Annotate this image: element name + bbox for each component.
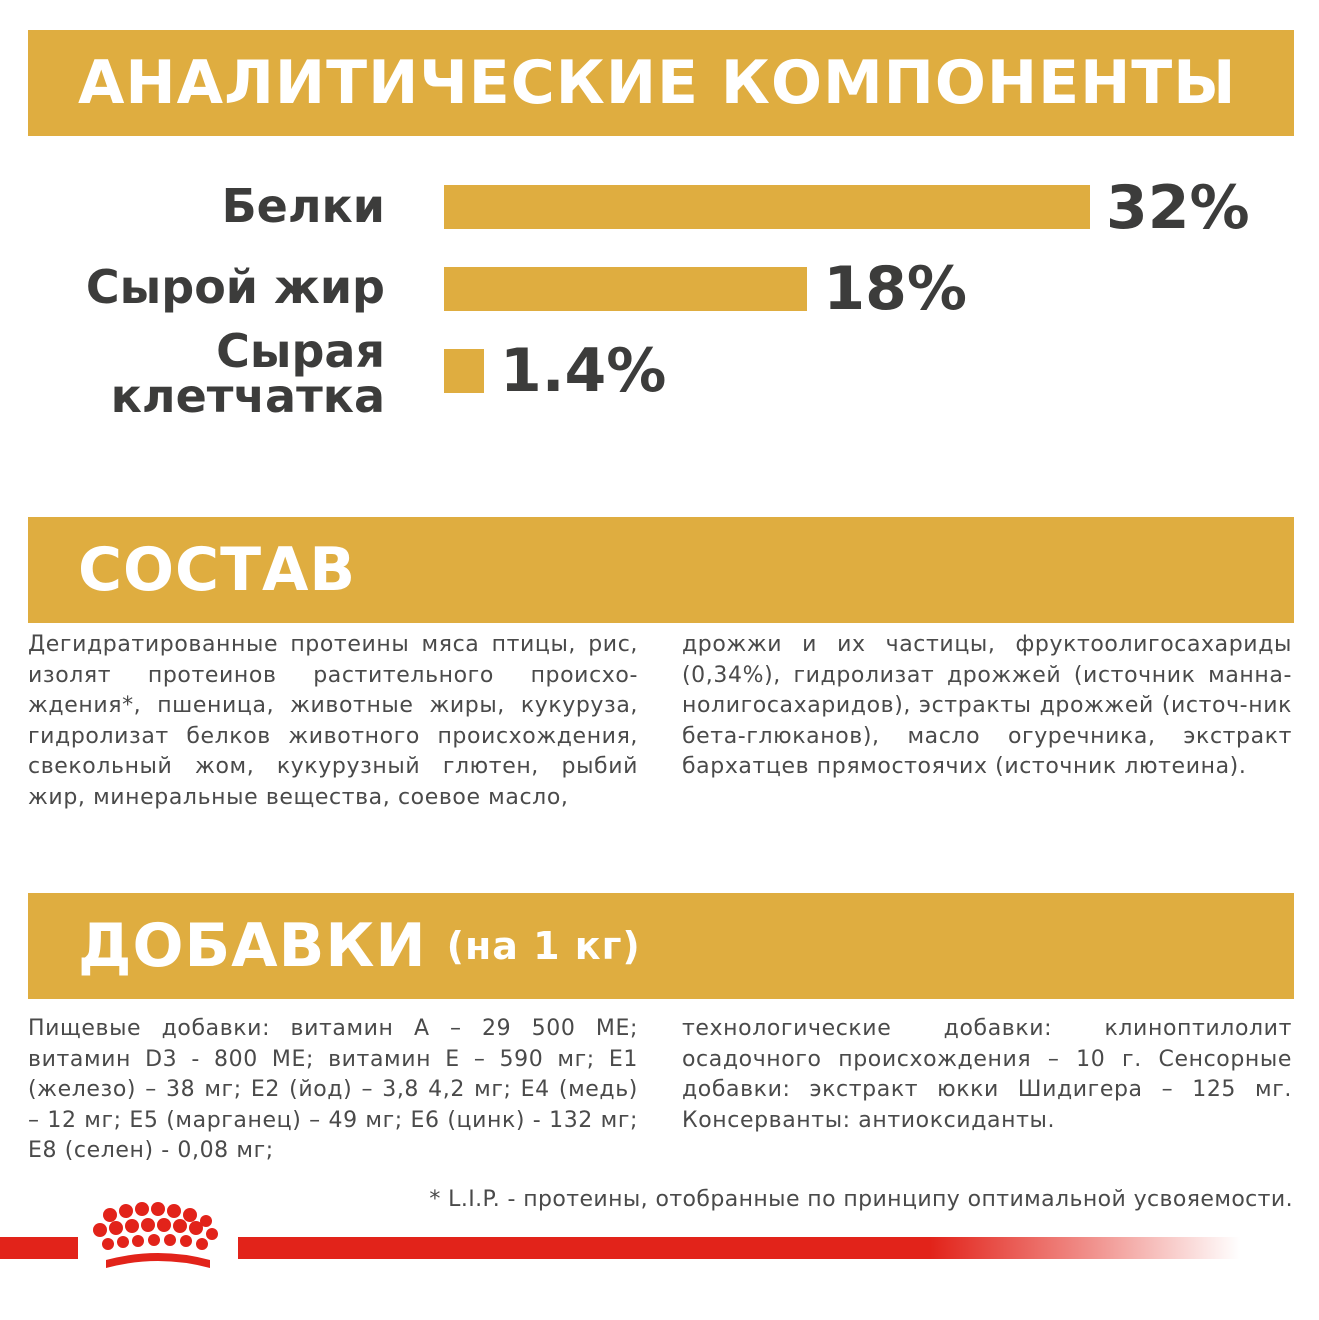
- metric-value-fat: 18%: [823, 254, 967, 324]
- additives-title: ДОБАВКИ: [78, 911, 427, 981]
- composition-title: СОСТАВ: [78, 535, 357, 605]
- metric-label-protein: Белки: [221, 179, 385, 233]
- brand-logo: [78, 1198, 238, 1290]
- additives-text-left: Пищевые добавки: витамин А – 29 500 МЕ; …: [28, 1016, 638, 1163]
- metric-label-fat: Сырой жир: [85, 260, 385, 314]
- composition-text-right: дрожжи и их частицы, фруктоолигосахариды…: [682, 632, 1292, 779]
- analytic-title: АНАЛИТИЧЕСКИЕ КОМПОНЕНТЫ: [78, 48, 1237, 118]
- analytic-header: АНАЛИТИЧЕСКИЕ КОМПОНЕНТЫ: [28, 30, 1294, 136]
- additives-subtitle: (на 1 кг): [446, 924, 641, 968]
- additives-title-wrap: ДОБАВКИ (на 1 кг): [78, 893, 641, 999]
- composition-header: СОСТАВ: [28, 517, 1294, 623]
- metric-bar-fiber: [444, 349, 484, 393]
- crown-icon: [93, 1202, 218, 1268]
- metric-bar-fat: [444, 267, 808, 311]
- metric-value-protein: 32%: [1106, 173, 1250, 243]
- metric-label-fiber-line1: Сырая: [216, 324, 385, 378]
- metric-bar-protein: [444, 185, 1090, 229]
- additives-header: ДОБАВКИ (на 1 кг): [28, 893, 1294, 999]
- metric-label-fiber-line2: клетчатка: [110, 369, 385, 423]
- composition-text-left: Дегидратированные протеины мяса птицы, р…: [28, 632, 638, 810]
- footnote: * L.I.P. - протеины, отобранные по принц…: [429, 1187, 1293, 1212]
- additives-text-right: технологические добавки: клиноптилолит о…: [682, 1016, 1292, 1133]
- brand-stripe: [0, 1237, 1240, 1259]
- metric-value-fiber: 1.4%: [500, 336, 667, 406]
